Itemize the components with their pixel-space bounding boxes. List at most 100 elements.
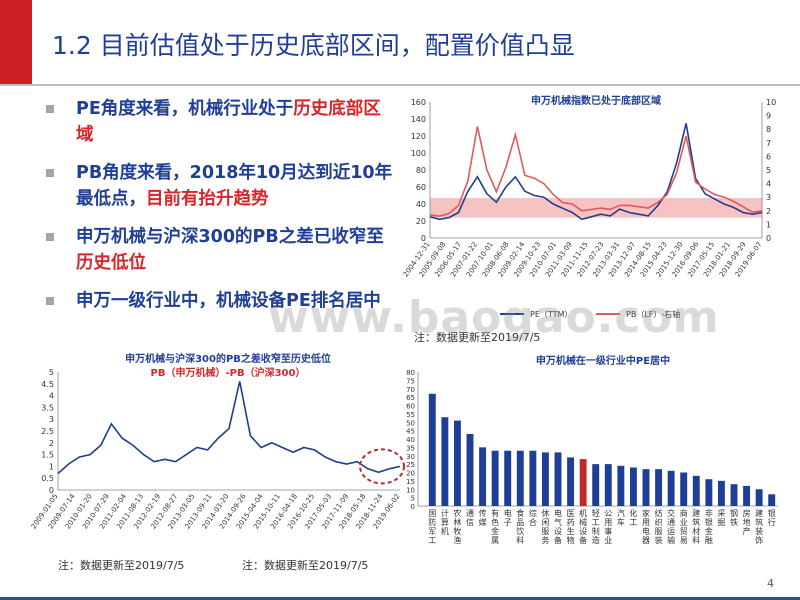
y-tick-label-right: 3 — [766, 193, 771, 202]
y-tick-label: 2.5 — [41, 427, 54, 436]
y-tick-label: 60 — [406, 403, 415, 411]
y-tick-label-right: 2 — [766, 207, 771, 216]
category-label: 计算机 — [441, 508, 449, 536]
bar — [705, 479, 713, 506]
category-label: 商业贸易 — [680, 508, 688, 545]
category-label: 房地产 — [743, 508, 751, 536]
bar — [541, 452, 549, 506]
bar — [667, 470, 675, 506]
chart-title: 申万机械在一级行业中PE居中 — [536, 354, 670, 367]
y-tick-label: 15 — [406, 478, 415, 486]
y-tick-label: 75 — [406, 377, 415, 385]
bullet-highlight: 历史低位 — [76, 253, 146, 273]
y-tick-label: 3 — [49, 415, 54, 424]
y-tick-label: 4 — [49, 392, 54, 401]
category-label: 公用事业 — [604, 509, 612, 545]
industry-pe-bar-chart: 申万机械在一级行业中PE居中 05101520253035404550556065… — [406, 354, 778, 545]
y-tick-label-left: 80 — [416, 166, 426, 175]
bar — [629, 467, 637, 506]
category-label: 休闲服务 — [541, 508, 549, 545]
category-label: 汽车 — [617, 508, 625, 527]
y-tick-label-left: 60 — [416, 183, 426, 192]
valuation-band — [430, 198, 762, 218]
y-tick-label: 2 — [49, 439, 54, 448]
pb-series-line — [429, 126, 763, 218]
bar — [529, 450, 537, 506]
bullet-highlight: 历史底部区域 — [76, 99, 381, 145]
y-tick-label: 70 — [406, 386, 415, 394]
pe-series-line — [429, 123, 763, 221]
bar — [717, 480, 725, 506]
category-label: 纺织服装 — [655, 508, 663, 545]
y-tick-label-right: 0 — [766, 234, 771, 243]
bar — [516, 450, 524, 506]
category-label: 医药生物 — [567, 509, 575, 545]
bar — [692, 475, 700, 506]
bar — [755, 489, 763, 506]
watermark-text: www.baogao.com — [268, 292, 720, 343]
category-label: 机械设备 — [579, 508, 587, 545]
y-tick-label: 1.5 — [41, 451, 54, 460]
y-tick-label: 1 — [49, 462, 54, 471]
y-tick-label: 0 — [49, 486, 54, 495]
y-tick-label-left: 160 — [411, 98, 426, 107]
y-tick-label-right: 5 — [766, 166, 771, 175]
chart1-note: 注：数据更新至2019/7/5 — [414, 331, 541, 344]
y-tick-label: 0 — [411, 503, 415, 511]
y-tick-label: 45 — [406, 428, 415, 436]
title-divider — [0, 84, 800, 86]
category-label: 采掘 — [717, 508, 725, 527]
page-title: 1.2 目前估值处于历史底部区间，配置价值凸显 — [52, 31, 575, 60]
bullet-item: 申万机械与沪深300的PB之差已收窄至历史低位 — [44, 224, 394, 276]
y-tick-label: 50 — [406, 419, 415, 427]
bar — [680, 472, 688, 506]
bar — [428, 393, 436, 506]
bar — [579, 459, 587, 506]
y-tick-label-left: 100 — [411, 149, 426, 158]
bullet-item: 申万一级行业中，机械设备PE排名居中 — [44, 288, 394, 314]
bar — [567, 457, 575, 506]
y-tick-label-left: 20 — [416, 217, 426, 226]
bullet-square-icon — [46, 169, 54, 177]
bullet-item: PE角度来看，机械行业处于历史底部区域 — [44, 96, 394, 148]
y-tick-label-left: 0 — [421, 234, 426, 243]
bar — [504, 450, 512, 506]
category-label: 交通运输 — [667, 508, 675, 545]
bullet-text: 申万一级行业中，机械设备PE排名居中 — [76, 291, 381, 311]
y-tick-label: 20 — [406, 470, 415, 478]
y-tick-label-left: 120 — [411, 132, 426, 141]
chart2-note-right: 注：数据更新至2019/7/5 — [242, 559, 369, 572]
bar — [554, 452, 562, 506]
y-tick-label: 0.5 — [41, 474, 54, 483]
highlight-circle — [359, 448, 405, 485]
category-label: 化工 — [629, 508, 637, 527]
legend-label-pb: PB（LF）-右轴 — [626, 309, 680, 319]
y-tick-label-left: 40 — [416, 200, 426, 209]
y-tick-label-right: 9 — [766, 112, 771, 121]
bar — [617, 465, 625, 506]
category-label: 建筑材料 — [692, 508, 700, 545]
bar — [441, 417, 449, 506]
y-tick-label-left: 140 — [411, 115, 426, 124]
bar — [642, 469, 650, 506]
category-label: 有色金属 — [491, 508, 499, 545]
y-tick-label: 80 — [406, 369, 415, 377]
bar — [768, 494, 776, 506]
page-number: 4 — [767, 577, 774, 590]
y-tick-label: 25 — [406, 461, 415, 469]
pe-pb-chart: 申万机械指数已处于底部区域 0 20 40 60 80 100 120 140 160 0 1 2 3 4 5… — [402, 94, 776, 319]
y-tick-label: 5 — [411, 495, 415, 503]
y-tick-label: 30 — [406, 453, 415, 461]
category-label: 建筑装饰 — [755, 508, 763, 545]
bar — [491, 450, 499, 506]
bullet-square-icon — [46, 297, 54, 305]
pb-diff-series-line — [57, 381, 401, 475]
y-tick-label: 4.5 — [41, 380, 54, 389]
bullet-item: PB角度来看，2018年10月达到近10年最低点，目前有抬升趋势 — [44, 160, 394, 212]
y-tick-label: 55 — [406, 411, 415, 419]
y-tick-label: 40 — [406, 436, 415, 444]
category-label: 电气设备 — [554, 508, 562, 545]
bar — [453, 420, 461, 506]
bar — [730, 484, 738, 506]
bar — [466, 433, 474, 506]
